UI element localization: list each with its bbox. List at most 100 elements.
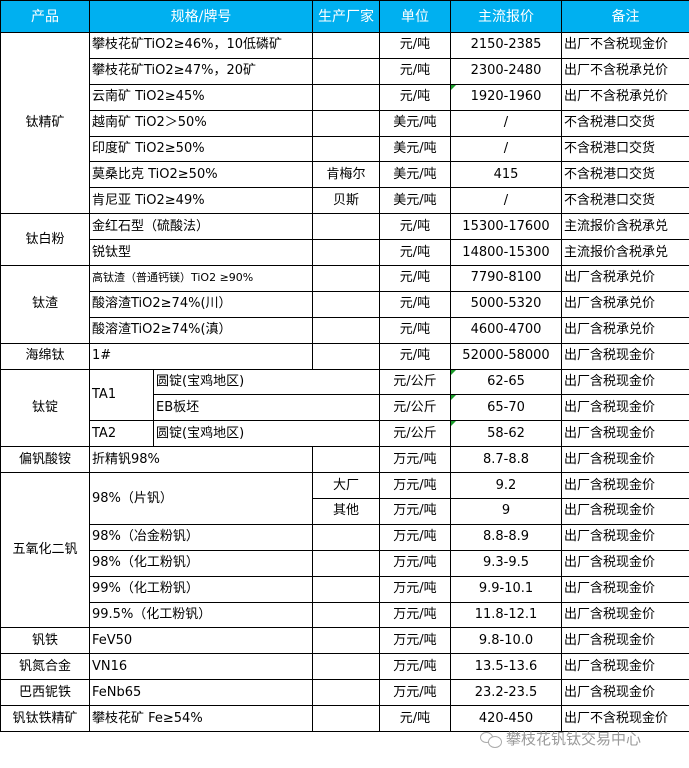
table-cell — [312, 316, 380, 344]
table-cell: 8.7-8.8 — [450, 446, 562, 474]
table-cell — [312, 575, 380, 603]
table-cell: 云南矿 TiO2≥45% — [89, 83, 313, 111]
table-cell — [312, 265, 380, 292]
table-cell: 9.2 — [450, 472, 562, 500]
table-cell: 出厂含税现金价 — [561, 679, 689, 707]
header-unit: 单位 — [379, 0, 451, 33]
table-row: 钛锭 TA1 圆锭(宝鸡地区) 元/公斤 62-65 出厂含税现金价 — [0, 368, 689, 448]
table-cell: 出厂不含税现金价 — [561, 32, 689, 59]
table-cell: 出厂含税现金价 — [561, 498, 689, 525]
table-cell: 攀枝花矿 Fe≥54% — [89, 705, 313, 733]
table-cell: 出厂不含税承兑价 — [561, 57, 689, 85]
table-cell: 元/吨 — [379, 342, 451, 370]
header-note: 备注 — [561, 0, 689, 33]
table-cell: 出厂含税承兑价 — [561, 265, 689, 292]
table-cell: 99%（化工粉钒） — [89, 575, 313, 603]
table-cell: 美元/吨 — [379, 109, 451, 137]
table-cell: 1920-1960 — [450, 83, 562, 111]
table-cell: 元/公斤 — [379, 394, 451, 422]
table-cell: 元/吨 — [379, 57, 451, 85]
table-cell: 攀枝花矿TiO2≥46%，10低磷矿 — [89, 32, 313, 59]
table-cell: 出厂不含税现金价 — [561, 705, 689, 733]
table-cell: 钒铁 — [0, 627, 90, 655]
table-cell — [312, 32, 380, 59]
table-cell: 不含税港口交货 — [561, 161, 689, 189]
table-cell — [312, 653, 380, 681]
table-row: 钛白粉 金红石型（硫酸法） 元/吨 15300-17600 主流报价含税承兑 — [0, 213, 689, 267]
table-cell: / — [450, 135, 562, 163]
table-cell: FeNb65 — [89, 679, 313, 707]
table-cell: 14800-15300 — [450, 239, 562, 267]
table-cell — [312, 109, 380, 137]
table-row: 98%（冶金粉钒） 万元/吨 8.8-8.9 出厂含税现金价 — [1, 523, 689, 551]
table-cell: 7790-8100 — [450, 265, 562, 292]
table-cell: 5000-5320 — [450, 290, 562, 318]
table-cell: TA2 — [89, 420, 154, 448]
table-row: 锐钛型 元/吨 14800-15300 主流报价含税承兑 — [1, 239, 689, 267]
table-row: 钒铁 FeV50 万元/吨 9.8-10.0 出厂含税现金价 — [0, 627, 689, 655]
header-product: 产品 — [0, 0, 90, 33]
table-cell: 钒氮合金 — [0, 653, 90, 681]
table-cell: 2300-2480 — [450, 57, 562, 85]
table-cell: 贝斯 — [312, 187, 380, 215]
table-cell: 9.8-10.0 — [450, 627, 562, 655]
table-cell: 酸溶渣TiO2≥74%(川） — [89, 290, 313, 318]
table-row: 五氧化二钒 98%（片钒） 大厂 万元/吨 9.2 出厂含税现金价 — [0, 472, 689, 629]
table-row: 海绵钛 1# 元/吨 52000-58000 出厂含税现金价 — [0, 342, 689, 370]
watermark: 攀枝花钒钛交易中心 — [480, 728, 641, 749]
table-cell: 攀枝花矿TiO2≥47%，20矿 — [89, 57, 313, 85]
table-cell: 肯梅尔 — [312, 161, 380, 189]
table-cell: 万元/吨 — [379, 446, 451, 474]
table-cell: 出厂含税现金价 — [561, 523, 689, 551]
table-cell: 9.3-9.5 — [450, 549, 562, 577]
table-cell: 万元/吨 — [379, 679, 451, 707]
watermark-text: 攀枝花钒钛交易中心 — [506, 730, 642, 748]
table-cell: 美元/吨 — [379, 135, 451, 163]
table-cell: 万元/吨 — [379, 498, 451, 525]
table-cell: 出厂含税现金价 — [561, 472, 689, 500]
table-cell: 不含税港口交货 — [561, 109, 689, 137]
table-cell — [312, 705, 380, 733]
table-body: 钛精矿 攀枝花矿TiO2≥46%，10低磷矿 元/吨 2150-2385 出厂不含税现金… — [0, 31, 689, 733]
table-cell: 元/吨 — [379, 265, 451, 292]
header-maker: 生产厂家 — [312, 0, 380, 33]
table-row: 钒钛铁精矿 攀枝花矿 Fe≥54% 元/吨 420-450 出厂不含税现金价 — [0, 705, 689, 733]
table-cell: 主流报价含税承兑 — [561, 239, 689, 267]
table-row: 钒氮合金 VN16 万元/吨 13.5-13.6 出厂含税现金价 — [0, 653, 689, 681]
table-cell: 元/吨 — [379, 290, 451, 318]
table-cell: 出厂含税现金价 — [561, 342, 689, 370]
table-cell: 出厂含税现金价 — [561, 575, 689, 603]
table-cell: 大厂 — [312, 472, 380, 500]
table-cell: 金红石型（硫酸法） — [89, 213, 313, 241]
table-cell: 98%（片钒） — [89, 472, 313, 525]
table-cell: 折精钒98% — [89, 446, 313, 474]
price-table: 产品 规格/牌号 生产厂家 单位 主流报价 备注 钛精矿 攀枝花矿TiO2≥46%… — [0, 0, 689, 733]
table-cell: 钛渣 — [0, 265, 90, 344]
table-cell: 98%（冶金粉钒） — [89, 523, 313, 551]
table-cell: 钒钛铁精矿 — [0, 705, 90, 733]
table-cell: 钛白粉 — [0, 213, 90, 267]
table-cell: 高钛渣（普通钙镁）TiO2 ≥90% — [89, 265, 313, 292]
table-cell — [312, 446, 380, 474]
table-cell: 4600-4700 — [450, 316, 562, 344]
table-cell: 海绵钛 — [0, 342, 90, 370]
table-cell: 偏钒酸铵 — [0, 446, 90, 474]
table-cell: 出厂含税承兑价 — [561, 316, 689, 344]
table-row: 酸溶渣TiO2≥74%(滇） 元/吨 4600-4700 出厂含税承兑价 — [1, 316, 689, 344]
table-cell: 不含税港口交货 — [561, 187, 689, 215]
table-cell — [312, 290, 380, 318]
table-cell — [312, 627, 380, 655]
table-row: 云南矿 TiO2≥45% 元/吨 1920-1960 出厂不含税承兑价 — [1, 83, 689, 111]
table-cell: 8.8-8.9 — [450, 523, 562, 551]
table-cell: 万元/吨 — [379, 653, 451, 681]
table-cell — [312, 523, 380, 551]
table-cell: 出厂含税现金价 — [561, 420, 689, 448]
table-cell: 420-450 — [450, 705, 562, 733]
header-spec: 规格/牌号 — [89, 0, 313, 33]
table-cell: FeV50 — [89, 627, 313, 655]
table-row: 99.5%（化工粉钒） 万元/吨 11.8-12.1 出厂含税现金价 — [1, 601, 689, 629]
table-cell: 钛锭 — [0, 368, 90, 448]
table-row: 肯尼亚 TiO2≥49% 贝斯 美元/吨 / 不含税港口交货 — [1, 187, 689, 215]
table-cell — [312, 83, 380, 111]
table-cell: VN16 — [89, 653, 313, 681]
